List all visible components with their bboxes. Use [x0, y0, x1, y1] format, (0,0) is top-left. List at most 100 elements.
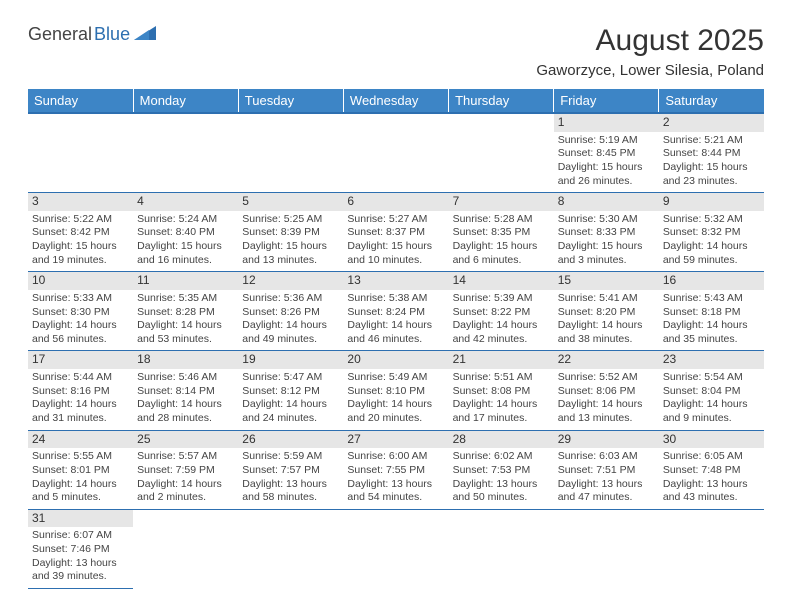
day-info: Sunrise: 6:00 AMSunset: 7:55 PMDaylight:… — [347, 450, 444, 505]
day-info: Sunrise: 5:52 AMSunset: 8:06 PMDaylight:… — [558, 371, 655, 426]
calendar-table: SundayMondayTuesdayWednesdayThursdayFrid… — [28, 89, 764, 589]
day-info: Sunrise: 5:32 AMSunset: 8:32 PMDaylight:… — [663, 213, 760, 268]
calendar-day-cell: 26Sunrise: 5:59 AMSunset: 7:57 PMDayligh… — [238, 430, 343, 509]
calendar-day-cell: 17 Sunrise: 5:44 AMSunset: 8:16 PMDayligh… — [28, 351, 133, 430]
calendar-week-row: 31Sunrise: 6:07 AMSunset: 7:46 PMDayligh… — [28, 509, 764, 588]
calendar-day-cell: 11 Sunrise: 5:35 AMSunset: 8:28 PMDayligh… — [133, 272, 238, 351]
calendar-day-cell: 18 Sunrise: 5:46 AMSunset: 8:14 PMDayligh… — [133, 351, 238, 430]
calendar-day-cell: 4 Sunrise: 5:24 AMSunset: 8:40 PMDaylight… — [133, 193, 238, 272]
calendar-day-cell: 5Sunrise: 5:25 AMSunset: 8:39 PMDaylight… — [238, 193, 343, 272]
day-number: 30 — [659, 431, 764, 449]
calendar-day-cell: 6Sunrise: 5:27 AMSunset: 8:37 PMDaylight… — [343, 193, 448, 272]
day-number: 4 — [133, 193, 238, 211]
calendar-day-cell: 12Sunrise: 5:36 AMSunset: 8:26 PMDayligh… — [238, 272, 343, 351]
day-number: 28 — [449, 431, 554, 449]
day-info: Sunrise: 5:39 AMSunset: 8:22 PMDaylight:… — [453, 292, 550, 347]
weekday-header-row: SundayMondayTuesdayWednesdayThursdayFrid… — [28, 89, 764, 113]
calendar-day-cell: 27Sunrise: 6:00 AMSunset: 7:55 PMDayligh… — [343, 430, 448, 509]
day-number: 3 — [28, 193, 133, 211]
calendar-day-cell: 14 Sunrise: 5:39 AMSunset: 8:22 PMDayligh… — [449, 272, 554, 351]
day-info: Sunrise: 5:30 AMSunset: 8:33 PMDaylight:… — [558, 213, 655, 268]
calendar-day-cell: 31Sunrise: 6:07 AMSunset: 7:46 PMDayligh… — [28, 509, 133, 588]
calendar-day-cell — [133, 113, 238, 193]
day-number: 1 — [554, 114, 659, 132]
page-title: August 2025 — [536, 24, 764, 58]
day-info: Sunrise: 5:54 AMSunset: 8:04 PMDaylight:… — [663, 371, 760, 426]
day-info: Sunrise: 6:02 AMSunset: 7:53 PMDaylight:… — [453, 450, 550, 505]
day-number: 7 — [449, 193, 554, 211]
day-info: Sunrise: 5:33 AMSunset: 8:30 PMDaylight:… — [32, 292, 129, 347]
calendar-day-cell — [133, 509, 238, 588]
day-info: Sunrise: 5:55 AMSunset: 8:01 PMDaylight:… — [32, 450, 129, 505]
day-number: 13 — [343, 272, 448, 290]
day-info: Sunrise: 5:49 AMSunset: 8:10 PMDaylight:… — [347, 371, 444, 426]
day-number: 23 — [659, 351, 764, 369]
day-number: 6 — [343, 193, 448, 211]
day-number: 11 — [133, 272, 238, 290]
logo-text-2: Blue — [94, 24, 130, 45]
calendar-day-cell: 13 Sunrise: 5:38 AMSunset: 8:24 PMDayligh… — [343, 272, 448, 351]
calendar-week-row: 24Sunrise: 5:55 AMSunset: 8:01 PMDayligh… — [28, 430, 764, 509]
day-info: Sunrise: 5:47 AMSunset: 8:12 PMDaylight:… — [242, 371, 339, 426]
day-number: 14 — [449, 272, 554, 290]
day-number: 2 — [659, 114, 764, 132]
day-info: Sunrise: 6:05 AMSunset: 7:48 PMDaylight:… — [663, 450, 760, 505]
day-info: Sunrise: 5:22 AMSunset: 8:42 PMDaylight:… — [32, 213, 129, 268]
calendar-day-cell: 22Sunrise: 5:52 AMSunset: 8:06 PMDayligh… — [554, 351, 659, 430]
page: GeneralBlue August 2025 Gaworzyce, Lower… — [0, 0, 792, 613]
day-number: 15 — [554, 272, 659, 290]
calendar-day-cell — [449, 113, 554, 193]
calendar-day-cell: 7 Sunrise: 5:28 AMSunset: 8:35 PMDaylight… — [449, 193, 554, 272]
calendar-day-cell: 29Sunrise: 6:03 AMSunset: 7:51 PMDayligh… — [554, 430, 659, 509]
calendar-day-cell — [554, 509, 659, 588]
calendar-day-cell: 16Sunrise: 5:43 AMSunset: 8:18 PMDayligh… — [659, 272, 764, 351]
calendar-day-cell — [343, 113, 448, 193]
calendar-week-row: 10 Sunrise: 5:33 AMSunset: 8:30 PMDayligh… — [28, 272, 764, 351]
calendar-day-cell: 15 Sunrise: 5:41 AMSunset: 8:20 PMDayligh… — [554, 272, 659, 351]
calendar-day-cell: 3 Sunrise: 5:22 AMSunset: 8:42 PMDaylight… — [28, 193, 133, 272]
calendar-week-row: 3 Sunrise: 5:22 AMSunset: 8:42 PMDaylight… — [28, 193, 764, 272]
weekday-header: Sunday — [28, 89, 133, 113]
day-number: 21 — [449, 351, 554, 369]
day-info: Sunrise: 6:03 AMSunset: 7:51 PMDaylight:… — [558, 450, 655, 505]
calendar-day-cell — [238, 509, 343, 588]
calendar-day-cell: 21 Sunrise: 5:51 AMSunset: 8:08 PMDayligh… — [449, 351, 554, 430]
day-info: Sunrise: 5:51 AMSunset: 8:08 PMDaylight:… — [453, 371, 550, 426]
calendar-day-cell: 2 Sunrise: 5:21 AMSunset: 8:44 PMDaylight… — [659, 113, 764, 193]
day-number: 18 — [133, 351, 238, 369]
calendar-day-cell: 1Sunrise: 5:19 AMSunset: 8:45 PMDaylight… — [554, 113, 659, 193]
weekday-header: Friday — [554, 89, 659, 113]
day-number: 8 — [554, 193, 659, 211]
calendar-day-cell: 28Sunrise: 6:02 AMSunset: 7:53 PMDayligh… — [449, 430, 554, 509]
day-info: Sunrise: 5:46 AMSunset: 8:14 PMDaylight:… — [137, 371, 234, 426]
calendar-day-cell: 25Sunrise: 5:57 AMSunset: 7:59 PMDayligh… — [133, 430, 238, 509]
day-number: 16 — [659, 272, 764, 290]
day-info: Sunrise: 5:44 AMSunset: 8:16 PMDaylight:… — [32, 371, 129, 426]
calendar-day-cell: 10 Sunrise: 5:33 AMSunset: 8:30 PMDayligh… — [28, 272, 133, 351]
day-number: 10 — [28, 272, 133, 290]
calendar-day-cell: 19Sunrise: 5:47 AMSunset: 8:12 PMDayligh… — [238, 351, 343, 430]
day-number: 31 — [28, 510, 133, 528]
calendar-day-cell — [343, 509, 448, 588]
day-number: 17 — [28, 351, 133, 369]
weekday-header: Thursday — [449, 89, 554, 113]
calendar-day-cell — [28, 113, 133, 193]
day-info: Sunrise: 5:24 AMSunset: 8:40 PMDaylight:… — [137, 213, 234, 268]
day-info: Sunrise: 5:35 AMSunset: 8:28 PMDaylight:… — [137, 292, 234, 347]
day-info: Sunrise: 5:38 AMSunset: 8:24 PMDaylight:… — [347, 292, 444, 347]
calendar-week-row: 17 Sunrise: 5:44 AMSunset: 8:16 PMDayligh… — [28, 351, 764, 430]
calendar-day-cell — [449, 509, 554, 588]
day-info: Sunrise: 5:36 AMSunset: 8:26 PMDaylight:… — [242, 292, 339, 347]
calendar-day-cell — [659, 509, 764, 588]
day-number: 29 — [554, 431, 659, 449]
day-info: Sunrise: 5:41 AMSunset: 8:20 PMDaylight:… — [558, 292, 655, 347]
day-info: Sunrise: 5:21 AMSunset: 8:44 PMDaylight:… — [663, 134, 760, 189]
day-info: Sunrise: 5:25 AMSunset: 8:39 PMDaylight:… — [242, 213, 339, 268]
day-number: 26 — [238, 431, 343, 449]
weekday-header: Saturday — [659, 89, 764, 113]
day-info: Sunrise: 5:28 AMSunset: 8:35 PMDaylight:… — [453, 213, 550, 268]
title-block: August 2025 Gaworzyce, Lower Silesia, Po… — [536, 24, 764, 79]
calendar-day-cell: 9Sunrise: 5:32 AMSunset: 8:32 PMDaylight… — [659, 193, 764, 272]
weekday-header: Monday — [133, 89, 238, 113]
day-number: 20 — [343, 351, 448, 369]
